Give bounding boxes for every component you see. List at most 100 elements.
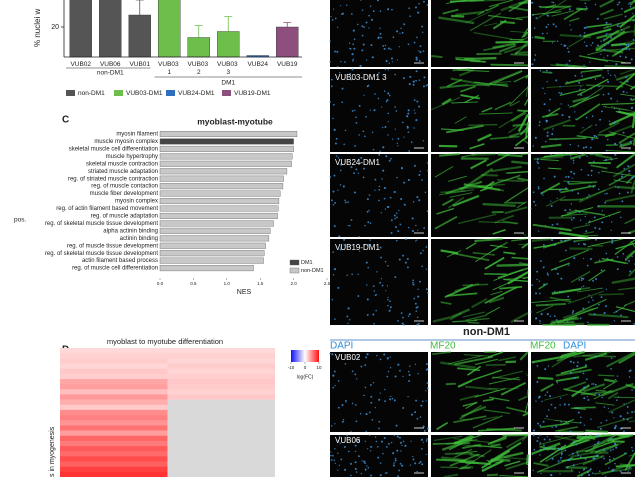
nucleus [616,256,619,258]
nucleus [426,387,429,390]
fiber [536,456,574,473]
nucleus [417,288,419,290]
nucleus [400,198,403,201]
nucleus [368,14,370,17]
fiber [576,7,587,11]
nucleus [624,15,627,18]
fiber [619,463,634,466]
heat-cell [60,378,168,385]
nucleus [571,190,574,192]
nucleus [402,407,405,409]
legend-swatch [166,90,175,96]
fiber [504,206,528,215]
heat-cell [60,368,168,375]
nucleus [417,295,420,298]
category-label: reg. of skeletal muscle tissue developme… [45,221,158,227]
fiber [470,159,487,170]
nucleus [567,320,569,323]
nucleus [353,38,356,41]
nucleus [629,5,632,8]
nucleus [546,272,549,275]
fiber [457,379,473,388]
fiber [451,101,478,104]
nucleus [610,229,612,231]
nucleus [626,418,629,421]
nucleus [551,1,553,3]
nucleus [579,317,582,320]
fiber [483,22,498,27]
nucleus [406,115,409,118]
nucleus [361,49,364,52]
nucleus [356,23,359,26]
nucleus [583,64,585,66]
nucleus [395,212,398,214]
nucleus [401,121,404,124]
nucleus [579,288,581,290]
nucleus [379,281,382,284]
nucleus [533,200,536,203]
nucleus [560,446,563,448]
nucleus [333,174,336,177]
nucleus [564,209,567,212]
nucleus [547,409,550,411]
nucleus [364,224,366,227]
fiber [487,436,507,446]
nucleus [625,304,627,306]
nucleus [619,470,622,473]
fiber [601,170,635,177]
fiber [585,440,615,453]
fiber [455,10,485,16]
fiber [583,383,605,393]
nucleus [629,369,632,372]
category-label: striated muscle adaptation [88,169,158,175]
nucleus [394,217,396,220]
nucleus [606,257,609,260]
nucleus [358,250,361,252]
nucleus [560,456,562,459]
nucleus [542,420,545,423]
nucleus [580,277,583,280]
nucleus [555,25,558,28]
heat-cell [60,358,168,364]
nucleus [418,60,421,62]
nucleus [379,462,382,464]
fiber [519,351,529,361]
nucleus [407,109,410,112]
heat-cell [60,430,168,437]
fiber [464,56,497,61]
nucleus [549,446,552,449]
nucleus [539,260,542,263]
fiber [458,466,471,470]
nucleus [360,472,363,475]
heat-cell [60,389,168,395]
nucleus [605,288,608,290]
fiber [490,63,529,67]
nucleus [422,140,425,142]
nucleus [351,68,354,71]
nucleus [393,434,395,437]
fiber [498,44,517,53]
nucleus [627,45,630,47]
nucleus [590,418,592,420]
nucleus [394,73,396,76]
fiber [430,96,461,111]
x-tick-label: VUB24 [247,61,268,68]
fiber [619,141,633,148]
nucleus [610,33,613,36]
nucleus [544,368,547,371]
nucleus [403,181,406,184]
nucleus [387,442,390,445]
fiber [580,185,617,201]
fiber [567,290,605,305]
fiber [624,452,635,471]
nucleus [414,112,416,114]
fiber [524,98,529,106]
nucleus [533,59,536,61]
nucleus [343,244,345,246]
nucleus [592,279,595,282]
nucleus [626,406,629,408]
fiber [590,164,608,170]
fiber [582,454,605,466]
nucleus [600,40,602,43]
nucleus [577,411,580,414]
